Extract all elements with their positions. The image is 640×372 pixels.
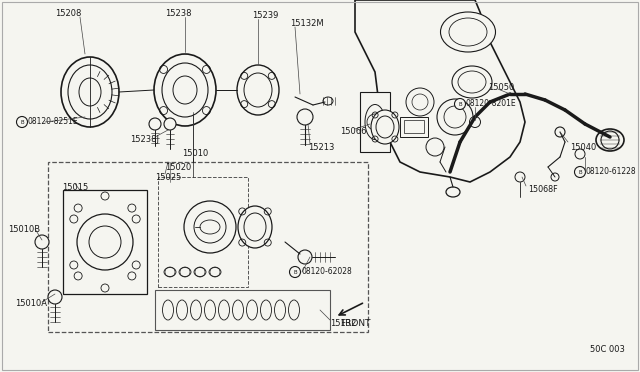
Text: 08120-8201E: 08120-8201E xyxy=(466,99,516,109)
Text: 50C 003: 50C 003 xyxy=(590,346,625,355)
Text: 15132M: 15132M xyxy=(290,19,324,29)
Ellipse shape xyxy=(452,66,492,98)
Circle shape xyxy=(551,173,559,181)
Ellipse shape xyxy=(440,12,495,52)
Ellipse shape xyxy=(205,300,216,320)
Ellipse shape xyxy=(275,300,285,320)
Bar xyxy=(360,92,390,152)
Text: 15066: 15066 xyxy=(340,128,367,137)
Ellipse shape xyxy=(323,97,333,105)
Ellipse shape xyxy=(218,300,230,320)
Text: 15238: 15238 xyxy=(164,10,191,19)
Circle shape xyxy=(149,118,161,130)
Text: B: B xyxy=(578,170,582,174)
Text: 15010B: 15010B xyxy=(8,225,40,234)
Ellipse shape xyxy=(371,110,399,144)
Bar xyxy=(158,177,248,287)
Circle shape xyxy=(298,250,312,264)
Text: 15015: 15015 xyxy=(62,183,88,192)
Circle shape xyxy=(77,214,133,270)
Text: 15239: 15239 xyxy=(252,12,278,20)
Text: B: B xyxy=(458,102,462,106)
Circle shape xyxy=(575,149,585,159)
Circle shape xyxy=(17,116,28,128)
Circle shape xyxy=(426,138,444,156)
Ellipse shape xyxy=(365,105,385,140)
Text: 15068F: 15068F xyxy=(528,186,557,195)
Circle shape xyxy=(406,88,434,116)
Ellipse shape xyxy=(194,267,206,276)
Ellipse shape xyxy=(596,129,624,151)
Ellipse shape xyxy=(163,300,173,320)
Text: 08120-8251E: 08120-8251E xyxy=(28,118,79,126)
Ellipse shape xyxy=(246,300,257,320)
Circle shape xyxy=(470,116,481,128)
Circle shape xyxy=(515,172,525,182)
Ellipse shape xyxy=(289,300,300,320)
Bar xyxy=(63,190,147,294)
Ellipse shape xyxy=(191,300,202,320)
Circle shape xyxy=(555,127,565,137)
Text: B: B xyxy=(293,269,297,275)
Text: 08120-62028: 08120-62028 xyxy=(301,267,352,276)
Circle shape xyxy=(454,99,465,109)
Ellipse shape xyxy=(154,54,216,126)
Text: 15025: 15025 xyxy=(155,173,181,182)
Text: 15020: 15020 xyxy=(165,163,191,171)
Ellipse shape xyxy=(164,267,176,276)
Text: 15213: 15213 xyxy=(308,144,334,153)
Ellipse shape xyxy=(177,300,188,320)
Text: FRONT: FRONT xyxy=(340,320,371,328)
Circle shape xyxy=(575,167,586,177)
Text: B: B xyxy=(20,119,24,125)
Ellipse shape xyxy=(209,267,221,276)
Bar xyxy=(404,120,424,133)
Text: 15238J: 15238J xyxy=(130,135,159,144)
Text: 15132: 15132 xyxy=(330,320,356,328)
Ellipse shape xyxy=(238,206,272,248)
Text: 15010A: 15010A xyxy=(15,299,47,308)
Circle shape xyxy=(164,118,176,130)
Bar xyxy=(155,290,330,330)
Ellipse shape xyxy=(260,300,271,320)
Text: 15010: 15010 xyxy=(182,150,208,158)
Text: 08120-61228: 08120-61228 xyxy=(586,167,637,176)
Circle shape xyxy=(184,201,236,253)
Text: 15050: 15050 xyxy=(488,83,515,92)
Bar xyxy=(400,117,428,137)
Text: 15208: 15208 xyxy=(55,10,81,19)
Bar xyxy=(48,162,368,332)
Ellipse shape xyxy=(446,187,460,197)
Circle shape xyxy=(289,266,301,278)
Circle shape xyxy=(48,290,62,304)
Circle shape xyxy=(297,109,313,125)
Ellipse shape xyxy=(61,57,119,127)
Ellipse shape xyxy=(179,267,191,276)
Circle shape xyxy=(35,235,49,249)
Circle shape xyxy=(437,99,473,135)
Ellipse shape xyxy=(232,300,243,320)
Text: 15040: 15040 xyxy=(570,142,596,151)
Ellipse shape xyxy=(237,65,279,115)
